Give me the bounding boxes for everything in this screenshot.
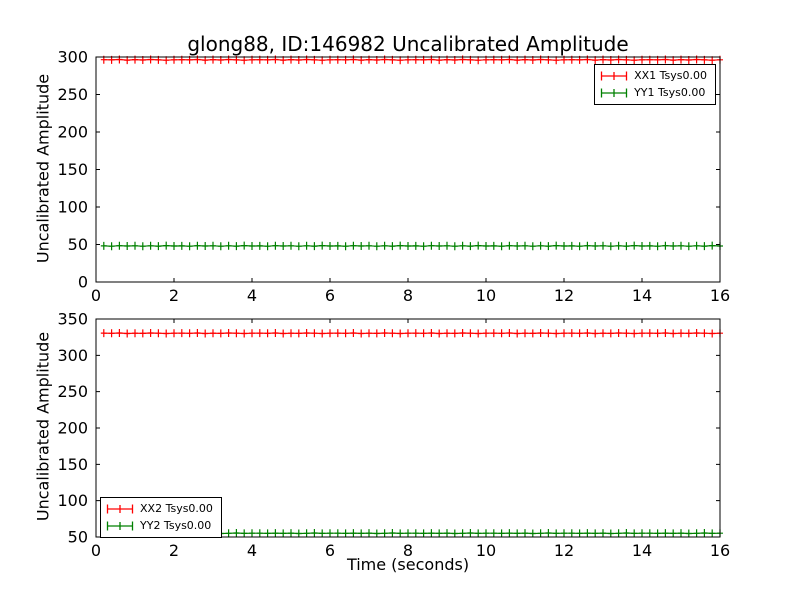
svg-text:250: 250 [57, 85, 88, 104]
svg-text:300: 300 [57, 48, 88, 67]
svg-text:0: 0 [78, 273, 88, 292]
svg-text:16: 16 [710, 541, 730, 560]
svg-text:8: 8 [403, 286, 413, 305]
errorbar-marker-icon [106, 521, 134, 531]
svg-text:50: 50 [68, 235, 88, 254]
svg-text:100: 100 [57, 198, 88, 217]
svg-text:50: 50 [68, 528, 88, 547]
svg-text:0: 0 [91, 541, 101, 560]
x-axis-label: Time (seconds) [346, 555, 470, 574]
svg-text:10: 10 [476, 286, 496, 305]
svg-text:100: 100 [57, 491, 88, 510]
svg-text:6: 6 [325, 286, 335, 305]
svg-text:16: 16 [710, 286, 730, 305]
legend-row: YY1 Tsys0.00 [600, 85, 707, 101]
legend-bottom: XX2 Tsys0.00 YY2 Tsys0.00 [100, 497, 222, 538]
svg-text:300: 300 [57, 346, 88, 365]
legend-label: XX1 Tsys0.00 [634, 69, 707, 82]
plot-title: glong88, ID:146982 Uncalibrated Amplitud… [187, 32, 629, 56]
legend-row: YY2 Tsys0.00 [106, 518, 213, 534]
legend-label: YY2 Tsys0.00 [140, 519, 212, 532]
svg-text:10: 10 [476, 541, 496, 560]
svg-text:8: 8 [403, 541, 413, 560]
legend-label: XX2 Tsys0.00 [140, 502, 213, 515]
svg-text:250: 250 [57, 382, 88, 401]
svg-text:2: 2 [169, 541, 179, 560]
svg-text:350: 350 [57, 310, 88, 329]
svg-text:0: 0 [91, 286, 101, 305]
svg-text:2: 2 [169, 286, 179, 305]
legend-row: XX1 Tsys0.00 [600, 68, 707, 84]
svg-text:4: 4 [247, 286, 257, 305]
legend-label: YY1 Tsys0.00 [634, 86, 706, 99]
svg-text:12: 12 [554, 286, 574, 305]
svg-text:12: 12 [554, 541, 574, 560]
svg-text:14: 14 [632, 286, 652, 305]
svg-text:6: 6 [325, 541, 335, 560]
svg-text:200: 200 [57, 123, 88, 142]
svg-text:14: 14 [632, 541, 652, 560]
bottom-plot-y-axis-label: Uncalibrated Amplitude [33, 331, 53, 522]
errorbar-marker-icon [600, 71, 628, 81]
svg-text:4: 4 [247, 541, 257, 560]
svg-text:150: 150 [57, 160, 88, 179]
svg-text:200: 200 [57, 419, 88, 438]
errorbar-marker-icon [600, 88, 628, 98]
legend-row: XX2 Tsys0.00 [106, 501, 213, 517]
errorbar-marker-icon [106, 504, 134, 514]
legend-top: XX1 Tsys0.00 YY1 Tsys0.00 [594, 64, 716, 105]
svg-text:150: 150 [57, 455, 88, 474]
